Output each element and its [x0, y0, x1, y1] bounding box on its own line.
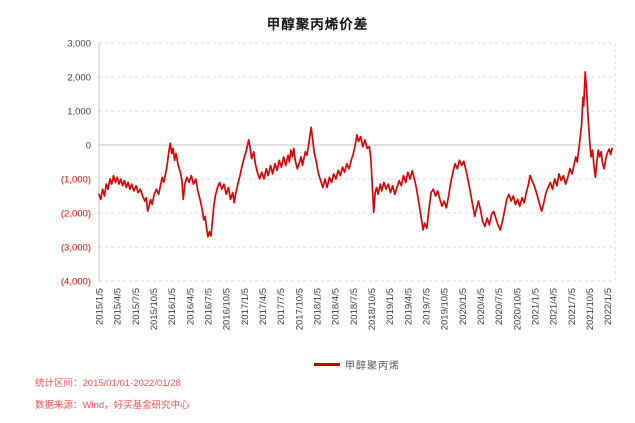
svg-text:2022/1/5: 2022/1/5: [603, 288, 614, 325]
svg-text:2019/4/5: 2019/4/5: [403, 288, 414, 325]
legend-line-swatch: [314, 363, 340, 366]
svg-text:2015/10/5: 2015/10/5: [149, 288, 160, 330]
svg-text:2019/1/5: 2019/1/5: [385, 288, 396, 325]
svg-text:2018/10/5: 2018/10/5: [367, 288, 378, 330]
svg-text:0: 0: [86, 141, 91, 152]
svg-text:2020/1/5: 2020/1/5: [458, 288, 469, 325]
svg-text:2020/7/5: 2020/7/5: [494, 288, 505, 325]
svg-text:2016/7/5: 2016/7/5: [204, 288, 215, 325]
svg-text:2020/4/5: 2020/4/5: [476, 288, 487, 325]
stats-range-text: 统计区间：2015/01/01-2022/01/28: [35, 378, 181, 389]
svg-text:2015/1/5: 2015/1/5: [95, 288, 106, 325]
svg-text:(1,000): (1,000): [61, 175, 91, 186]
svg-text:1,000: 1,000: [67, 107, 91, 118]
svg-text:2018/1/5: 2018/1/5: [313, 288, 324, 325]
chart-title: 甲醇聚丙烯价差: [266, 17, 369, 32]
svg-text:2016/10/5: 2016/10/5: [222, 288, 233, 330]
svg-text:2017/4/5: 2017/4/5: [258, 288, 269, 325]
svg-text:2017/7/5: 2017/7/5: [276, 288, 287, 325]
legend-series-label: 甲醇聚丙烯: [345, 361, 400, 372]
svg-text:(2,000): (2,000): [61, 209, 91, 220]
svg-text:2017/10/5: 2017/10/5: [294, 288, 305, 330]
svg-text:2020/10/5: 2020/10/5: [512, 288, 523, 330]
svg-text:3,000: 3,000: [67, 39, 91, 50]
svg-text:2,000: 2,000: [67, 73, 91, 84]
legend: 甲醇聚丙烯: [99, 357, 615, 372]
chart-footer: 统计区间：2015/01/01-2022/01/28 数据来源：Wind，好买基…: [35, 373, 190, 417]
svg-text:2021/4/5: 2021/4/5: [549, 288, 560, 325]
svg-text:2019/10/5: 2019/10/5: [440, 288, 451, 330]
svg-text:2018/4/5: 2018/4/5: [331, 288, 342, 325]
svg-text:2021/1/5: 2021/1/5: [531, 288, 542, 325]
svg-text:2015/4/5: 2015/4/5: [113, 288, 124, 325]
svg-text:2019/7/5: 2019/7/5: [422, 288, 433, 325]
svg-text:2015/7/5: 2015/7/5: [131, 288, 142, 325]
svg-text:2017/1/5: 2017/1/5: [240, 288, 251, 325]
svg-text:2021/7/5: 2021/7/5: [567, 288, 578, 325]
svg-text:2018/7/5: 2018/7/5: [349, 288, 360, 325]
svg-text:2016/4/5: 2016/4/5: [185, 288, 196, 325]
svg-text:(4,000): (4,000): [61, 277, 91, 288]
svg-text:2016/1/5: 2016/1/5: [167, 288, 178, 325]
svg-text:2021/10/5: 2021/10/5: [585, 288, 596, 330]
data-source-text: 数据来源：Wind，好买基金研究中心: [35, 400, 190, 411]
svg-text:(3,000): (3,000): [61, 243, 91, 254]
